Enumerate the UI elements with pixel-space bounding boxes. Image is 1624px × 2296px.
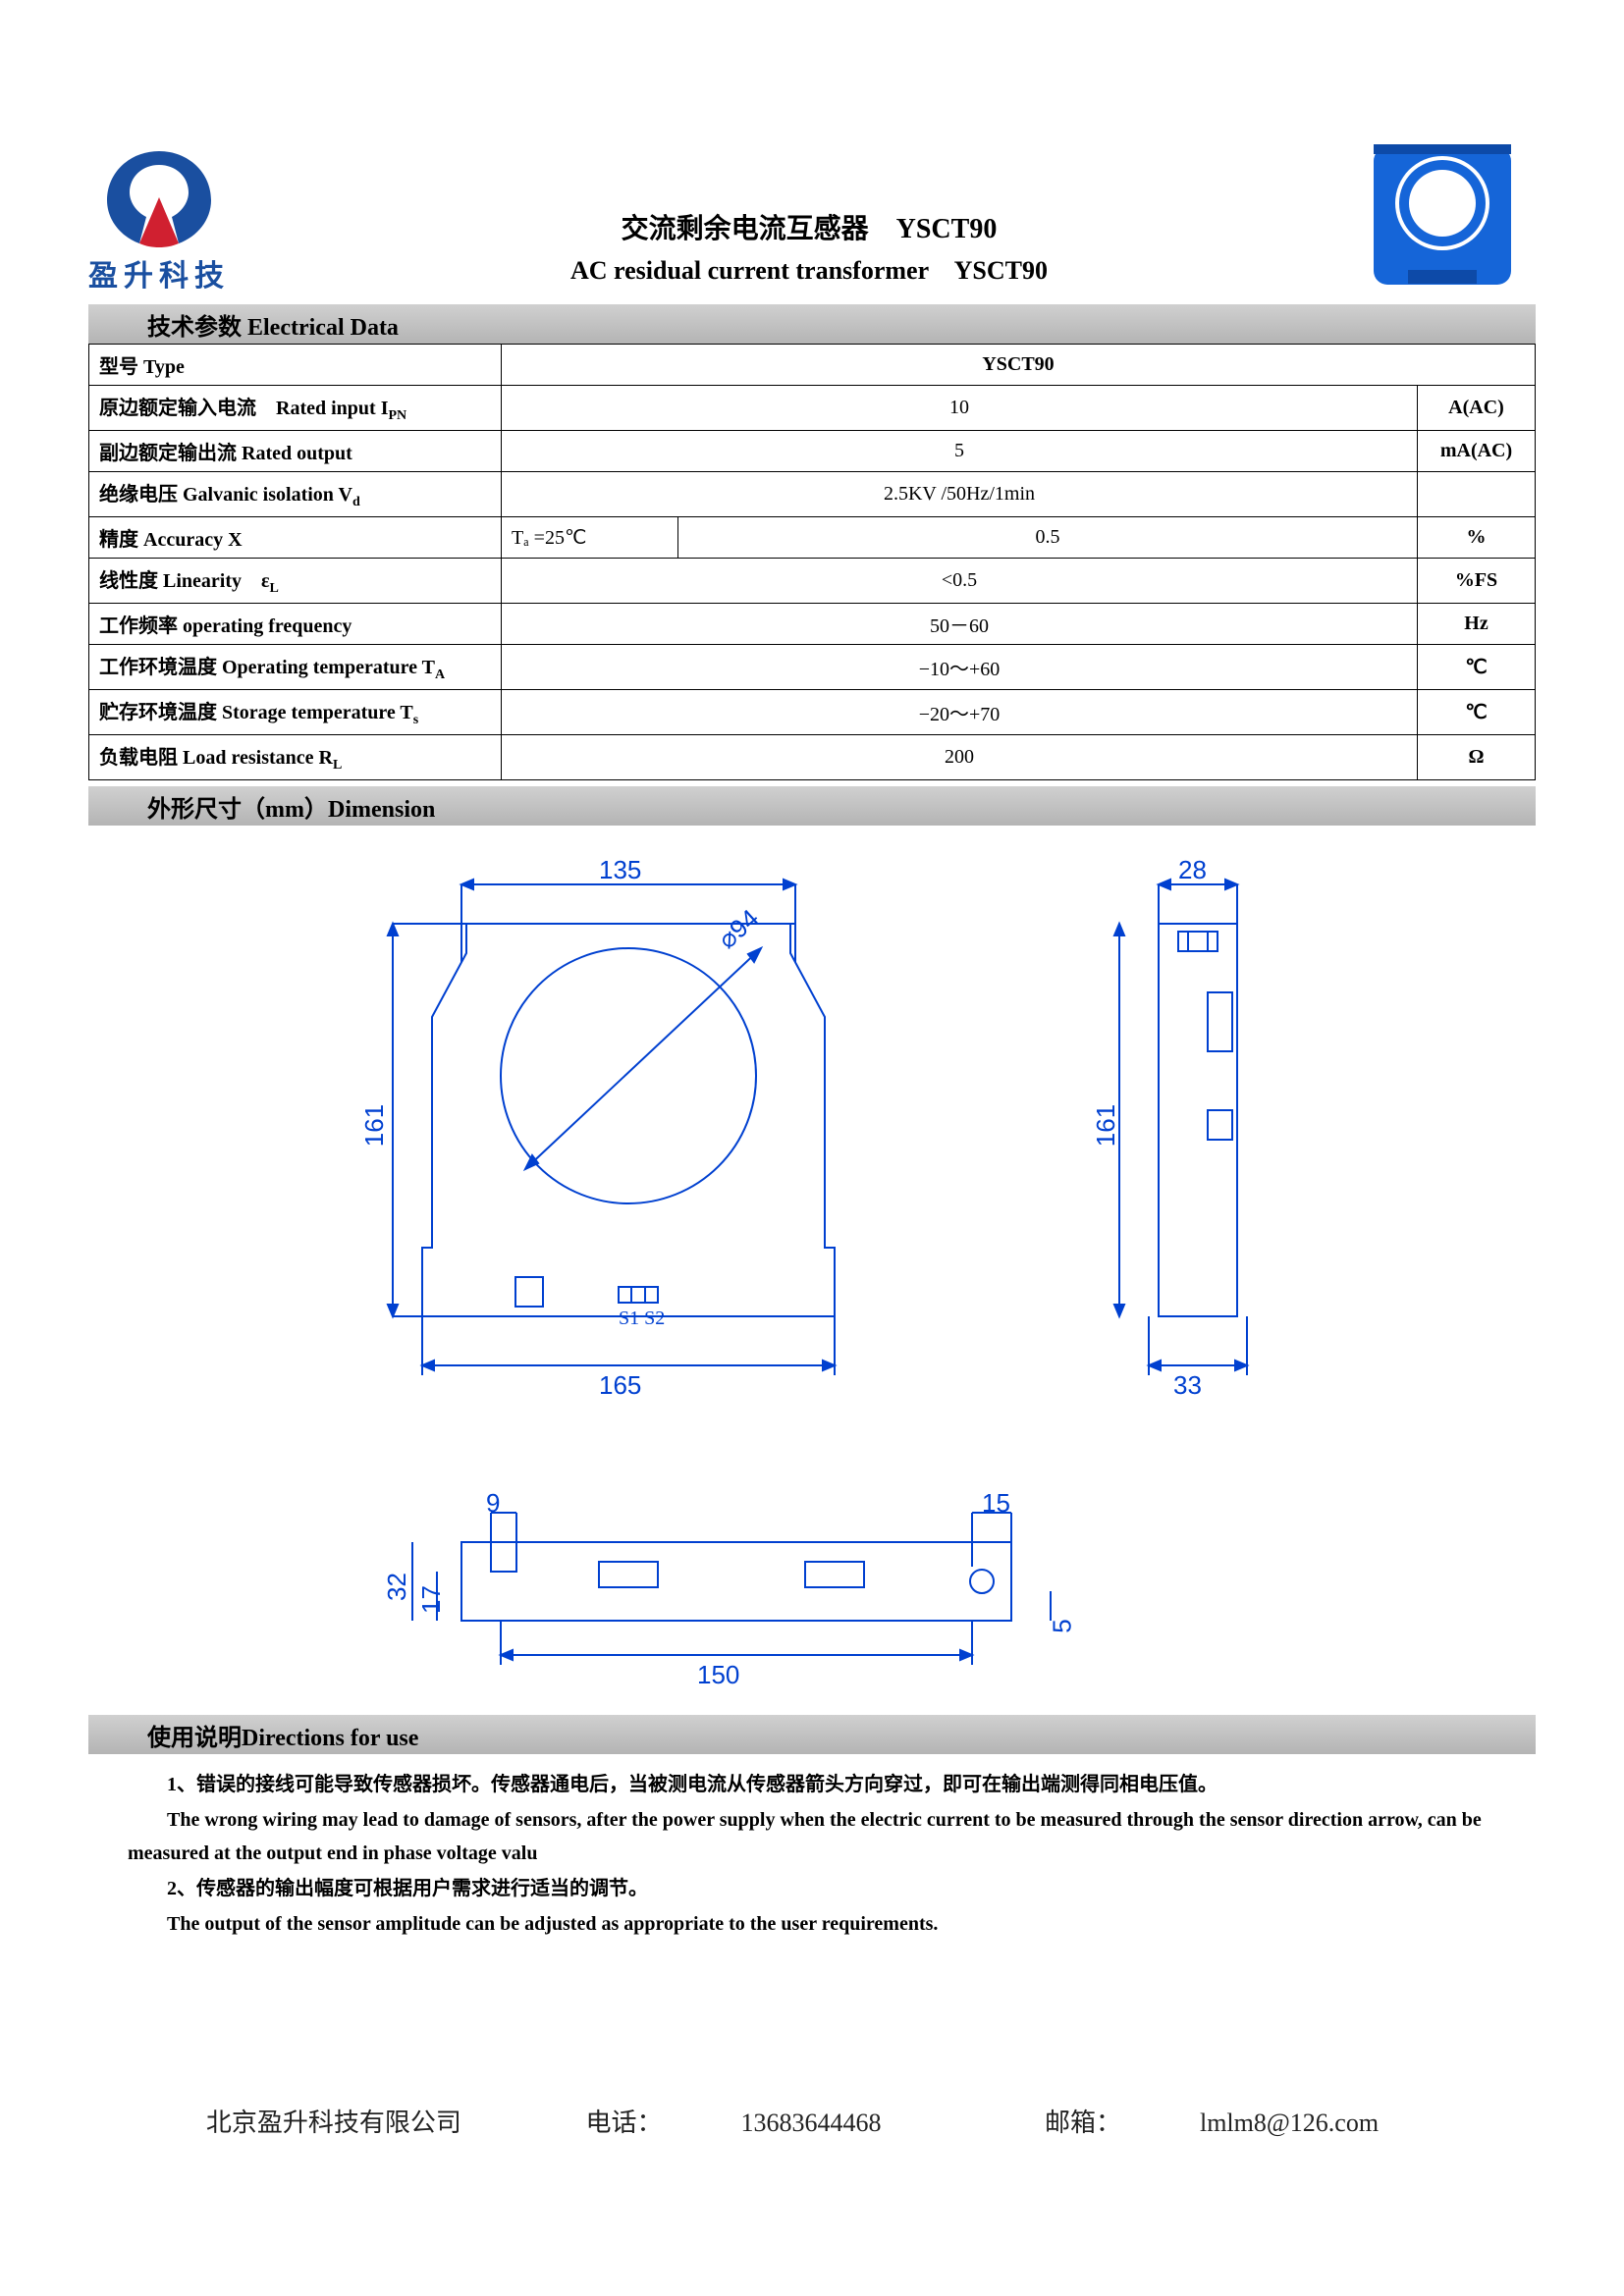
table-row: 原边额定输入电流 Rated input IPN10A(AC) — [89, 386, 1536, 431]
dim-side-top: 28 — [1178, 855, 1207, 885]
title-en: AC residual current transformer YSCT90 — [269, 250, 1349, 287]
value-cell: 200 — [502, 735, 1418, 780]
dim-front-base: 165 — [599, 1370, 641, 1401]
table-row: 绝缘电压 Galvanic isolation Vd2.5KV /50Hz/1m… — [89, 472, 1536, 517]
dim-front-top: 135 — [599, 855, 641, 885]
title-cn: 交流剩余电流互感器 YSCT90 — [269, 207, 1349, 246]
section-directions: 使用说明Directions for use — [88, 1715, 1536, 1754]
value-cell: 10 — [502, 386, 1418, 431]
dim-bottom-h2: 17 — [416, 1585, 447, 1614]
table-row: 型号 TypeYSCT90 — [89, 345, 1536, 386]
dim-bottom-rh: 5 — [1048, 1619, 1078, 1632]
param-cell: 型号 Type — [89, 345, 502, 386]
unit-cell: %FS — [1418, 559, 1536, 604]
unit-cell: A(AC) — [1418, 386, 1536, 431]
value-cell: 0.5 — [678, 517, 1418, 559]
footer-phone: 电话：13683644468 — [546, 2109, 920, 2137]
value-cell: <0.5 — [502, 559, 1418, 604]
table-row: 线性度 Linearity εL<0.5%FS — [89, 559, 1536, 604]
table-row: 精度 Accuracy XTₐ =25℃0.5% — [89, 517, 1536, 559]
table-row: 负载电阻 Load resistance RL200Ω — [89, 735, 1536, 780]
unit-cell: % — [1418, 517, 1536, 559]
table-row: 工作环境温度 Operating temperature TA−10～+60℃ — [89, 645, 1536, 690]
param-cell: 精度 Accuracy X — [89, 517, 502, 559]
value-cell: 50－60 — [502, 604, 1418, 645]
dim-front-height: 161 — [359, 1104, 390, 1147]
dim-bottom-slot: 9 — [486, 1488, 500, 1519]
header: 盈升科技 交流剩余电流互感器 YSCT90 AC residual curren… — [88, 128, 1536, 294]
directions-block: 1、错误的接线可能导致传感器损坏。传感器通电后，当被测电流从传感器箭头方向穿过，… — [88, 1754, 1536, 1941]
param-cell: 工作频率 operating frequency — [89, 604, 502, 645]
param-cell: 原边额定输入电流 Rated input IPN — [89, 386, 502, 431]
footer-company: 北京盈升科技有限公司 — [206, 2109, 461, 2137]
dim-bottom-length: 150 — [697, 1660, 739, 1690]
dim-side-height: 161 — [1091, 1104, 1121, 1147]
product-image — [1349, 128, 1536, 294]
footer-email: 邮箱：lmlm8@126.com — [1005, 2109, 1418, 2137]
value-cell: YSCT90 — [502, 345, 1536, 386]
param-cell: 绝缘电压 Galvanic isolation Vd — [89, 472, 502, 517]
front-view-drawing: S1 S2 — [373, 855, 884, 1405]
param-cell: 线性度 Linearity εL — [89, 559, 502, 604]
cond-cell: Tₐ =25℃ — [502, 517, 678, 559]
unit-cell: ℃ — [1418, 645, 1536, 690]
section-dimension: 外形尺寸（mm）Dimension — [88, 786, 1536, 826]
value-cell: 5 — [502, 431, 1418, 472]
footer: 北京盈升科技有限公司 电话：13683644468 邮箱：lmlm8@126.c… — [0, 2103, 1624, 2139]
terminal-label: S1 S2 — [619, 1308, 665, 1329]
logo-block: 盈升科技 — [88, 143, 230, 294]
side-view-drawing — [1090, 855, 1306, 1405]
unit-cell — [1418, 472, 1536, 517]
param-cell: 副边额定输出流 Rated output — [89, 431, 502, 472]
param-cell: 贮存环境温度 Storage temperature Ts — [89, 690, 502, 735]
product-icon — [1354, 133, 1531, 290]
direction-1-cn: 1、错误的接线可能导致传感器损坏。传感器通电后，当被测电流从传感器箭头方向穿过，… — [128, 1768, 1496, 1801]
value-cell: −10～+60 — [502, 645, 1418, 690]
company-logo-icon — [95, 143, 223, 251]
logo-text: 盈升科技 — [88, 251, 230, 294]
unit-cell: Hz — [1418, 604, 1536, 645]
table-row: 贮存环境温度 Storage temperature Ts−20～+70℃ — [89, 690, 1536, 735]
dim-bottom-right: 15 — [982, 1488, 1010, 1519]
direction-2-en: The output of the sensor amplitude can b… — [128, 1907, 1496, 1941]
dim-side-base: 33 — [1173, 1370, 1202, 1401]
value-cell: −20～+70 — [502, 690, 1418, 735]
direction-2-cn: 2、传感器的输出幅度可根据用户需求进行适当的调节。 — [128, 1872, 1496, 1905]
direction-1-en: The wrong wiring may lead to damage of s… — [128, 1803, 1496, 1870]
table-row: 副边额定输出流 Rated output5mA(AC) — [89, 431, 1536, 472]
param-cell: 工作环境温度 Operating temperature TA — [89, 645, 502, 690]
dim-bottom-h1: 32 — [382, 1573, 412, 1601]
section-electrical: 技术参数 Electrical Data — [88, 304, 1536, 344]
value-cell: 2.5KV /50Hz/1min — [502, 472, 1418, 517]
param-cell: 负载电阻 Load resistance RL — [89, 735, 502, 780]
spec-table: 型号 TypeYSCT90原边额定输入电流 Rated input IPN10A… — [88, 344, 1536, 780]
dimension-diagram: S1 S2 135 161 165 ⌀94 — [88, 845, 1536, 1709]
title-block: 交流剩余电流互感器 YSCT90 AC residual current tra… — [269, 207, 1349, 294]
unit-cell: Ω — [1418, 735, 1536, 780]
unit-cell: ℃ — [1418, 690, 1536, 735]
table-row: 工作频率 operating frequency50－60Hz — [89, 604, 1536, 645]
unit-cell: mA(AC) — [1418, 431, 1536, 472]
